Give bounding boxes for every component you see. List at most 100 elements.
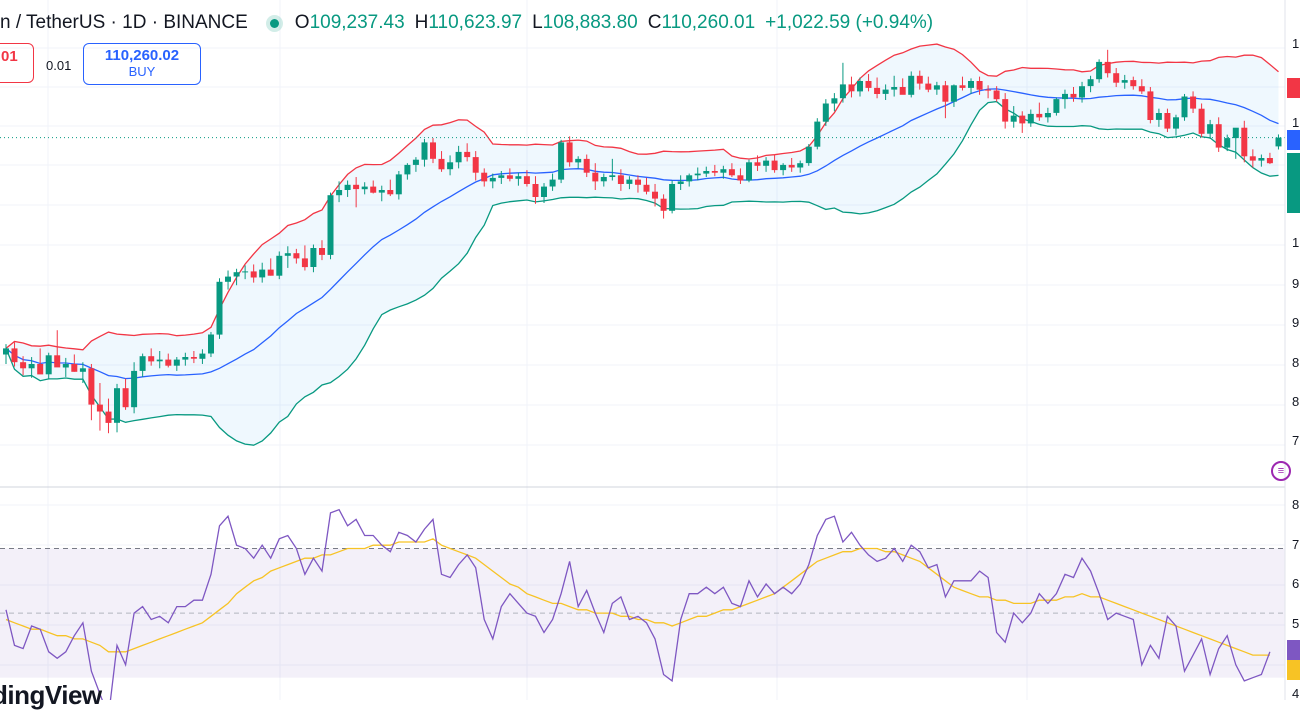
candle (1138, 79, 1145, 94)
bollinger-fill (6, 44, 1279, 446)
candle-body (797, 163, 804, 168)
candle-body (276, 255, 283, 276)
candle (558, 139, 565, 184)
axis-label: 8 (1292, 355, 1300, 370)
candle-body (754, 162, 761, 166)
buy-button[interactable]: 110,260.02 BUY (83, 43, 201, 85)
candlestick-series (3, 49, 1282, 434)
candle-body (1224, 138, 1231, 148)
candle (1121, 74, 1128, 89)
candle (993, 86, 1000, 102)
candle (54, 330, 61, 368)
candle-body (182, 357, 189, 360)
candle-body (208, 334, 214, 354)
candle (1181, 93, 1188, 121)
candle (20, 356, 27, 376)
candle (575, 156, 582, 169)
candle-body (1002, 99, 1009, 122)
candle (284, 246, 291, 268)
candle-body (310, 248, 317, 267)
candle-body (1198, 108, 1205, 134)
candle-body (28, 364, 35, 369)
candle (754, 155, 761, 171)
candle-body (882, 89, 889, 94)
candle-body (489, 177, 496, 182)
candle-body (190, 357, 197, 359)
candle (156, 350, 163, 369)
candle-body (259, 269, 266, 278)
candle (114, 383, 120, 433)
candle (720, 165, 727, 179)
candle (857, 77, 863, 97)
candle-body (216, 281, 223, 335)
candle-body (532, 184, 539, 197)
candle (746, 159, 752, 183)
candle-body (105, 411, 112, 423)
candle-body (3, 348, 9, 355)
candle-body (805, 146, 812, 164)
candle (532, 176, 539, 204)
candle-body (1087, 79, 1094, 87)
candle (617, 169, 624, 191)
candle (404, 163, 411, 180)
candle (848, 76, 855, 98)
candle (865, 74, 872, 92)
candle-body (968, 81, 974, 88)
auto-scale-icon[interactable]: ≡ (1271, 461, 1291, 481)
candle-body (711, 171, 718, 173)
candle (216, 278, 223, 339)
candle-body (942, 85, 949, 102)
candle-body (199, 353, 206, 359)
candle (600, 173, 607, 187)
candle (788, 157, 795, 172)
candle (208, 331, 214, 358)
candle (1044, 107, 1051, 123)
candle-body (1130, 80, 1137, 87)
candle (45, 352, 52, 380)
candle (233, 268, 240, 286)
candle-body (1190, 96, 1197, 109)
candle (541, 183, 547, 203)
rsi-pane (0, 508, 1285, 700)
candle-body (652, 191, 658, 199)
candle-body (925, 83, 932, 90)
candle-body (1104, 61, 1111, 74)
candle (62, 357, 69, 377)
candle-body (857, 81, 863, 92)
candle-body (156, 359, 163, 362)
candle (583, 154, 590, 178)
candle-body (267, 269, 274, 276)
candle (148, 348, 155, 366)
candle-body (139, 356, 146, 371)
candle-body (421, 142, 428, 160)
sell-button[interactable]: 01 (0, 43, 34, 83)
candle-body (891, 87, 898, 90)
candle-body (592, 172, 599, 182)
candle-body (148, 356, 155, 362)
candle (464, 143, 471, 162)
candle (968, 78, 974, 94)
candle-body (481, 172, 488, 182)
open-label: O (294, 12, 310, 33)
candle (1241, 120, 1248, 163)
candle (370, 180, 377, 194)
change-value: +1,022.59 (+0.94%) (765, 12, 934, 33)
candle-body (523, 176, 530, 184)
candle (780, 163, 787, 176)
candle-body (114, 388, 120, 423)
candle (839, 62, 846, 103)
axis-label: 9 (1292, 315, 1300, 330)
candle (498, 170, 505, 184)
candle-body (950, 85, 957, 102)
candle-body (472, 157, 479, 173)
candle (3, 344, 9, 364)
candle (1113, 67, 1120, 88)
candle (122, 378, 129, 410)
candle-body (993, 90, 1000, 100)
candle (310, 244, 317, 273)
buy-label: BUY (128, 64, 156, 79)
low-label: L (532, 12, 543, 33)
symbol-title[interactable]: n / TetherUS · 1D · BINANCE (0, 12, 248, 33)
candle-body (763, 160, 770, 166)
